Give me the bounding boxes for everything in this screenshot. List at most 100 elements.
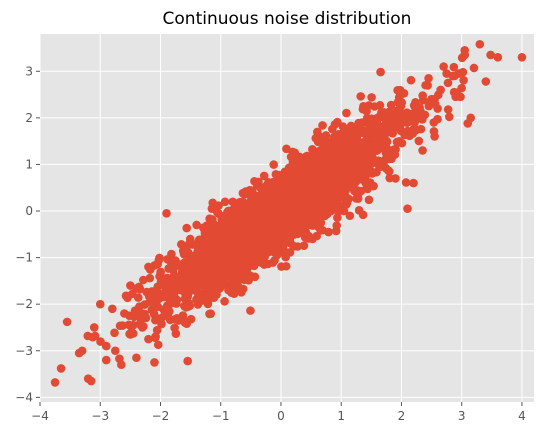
- scatter-point: [308, 162, 318, 172]
- scatter-point: [83, 331, 93, 341]
- scatter-point: [132, 353, 141, 363]
- y-tick-label: −4: [15, 390, 33, 404]
- scatter-point: [384, 115, 393, 125]
- y-tick-label: 2: [25, 111, 33, 125]
- scatter-point: [275, 237, 284, 247]
- scatter-point: [230, 215, 240, 225]
- scatter-point: [388, 125, 397, 134]
- scatter-point: [171, 278, 180, 288]
- x-tick-label: 2: [398, 409, 406, 423]
- scatter-point: [433, 104, 442, 113]
- scatter-point: [272, 245, 282, 255]
- scatter-point: [306, 176, 315, 186]
- scatter-point: [403, 204, 412, 213]
- scatter-point: [415, 113, 424, 123]
- scatter-point: [154, 255, 164, 265]
- y-tick-label: −2: [15, 297, 33, 311]
- scatter-point: [289, 179, 298, 188]
- scatter-point: [298, 212, 307, 222]
- scatter-point: [451, 92, 460, 102]
- scatter-point: [416, 124, 426, 134]
- scatter-point: [192, 220, 201, 230]
- scatter-point: [324, 171, 334, 181]
- scatter-point: [220, 197, 230, 207]
- scatter-point: [354, 160, 364, 170]
- scatter-point: [449, 62, 459, 72]
- scatter-point: [316, 149, 325, 159]
- scatter-point: [227, 277, 236, 286]
- scatter-point: [305, 212, 314, 222]
- scatter-point: [376, 67, 385, 77]
- scatter-point: [352, 194, 361, 203]
- scatter-point: [293, 242, 302, 251]
- scatter-point: [275, 186, 285, 195]
- scatter-point: [433, 114, 442, 124]
- scatter-point: [322, 143, 332, 153]
- scatter-point: [246, 306, 255, 315]
- scatter-point: [129, 320, 138, 330]
- scatter-point: [345, 127, 354, 136]
- scatter-point: [237, 211, 247, 220]
- scatter-point: [219, 224, 228, 233]
- scatter-point: [365, 155, 375, 164]
- scatter-point: [115, 321, 125, 331]
- scatter-point: [321, 131, 331, 140]
- scatter-point: [430, 94, 439, 104]
- x-tick-label: 0: [277, 409, 285, 423]
- scatter-point: [469, 63, 479, 73]
- scatter-point: [320, 185, 330, 194]
- scatter-point: [333, 207, 343, 217]
- scatter-point: [126, 281, 135, 290]
- scatter-point: [228, 197, 238, 207]
- scatter-point: [171, 256, 180, 265]
- scatter-point: [242, 204, 251, 214]
- scatter-point: [50, 378, 60, 387]
- scatter-point: [314, 213, 324, 223]
- scatter-point: [195, 247, 204, 256]
- x-tick-label: 1: [337, 409, 345, 423]
- scatter-point: [175, 272, 184, 282]
- scatter-point: [153, 340, 163, 350]
- scatter-point: [308, 144, 317, 154]
- scatter-point: [397, 138, 407, 148]
- scatter-point: [348, 153, 358, 162]
- scatter-point: [133, 293, 143, 302]
- scatter-point: [362, 113, 372, 123]
- scatter-point: [332, 221, 342, 230]
- scatter-point: [145, 273, 155, 283]
- y-tick-label: −1: [15, 251, 33, 265]
- scatter-point: [183, 292, 193, 301]
- scatter-point: [318, 121, 327, 130]
- scatter-point: [240, 264, 249, 274]
- scatter-point: [406, 115, 415, 125]
- scatter-point: [90, 331, 100, 341]
- scatter-point: [259, 171, 269, 181]
- scatter-point: [265, 246, 275, 255]
- y-tick-label: 1: [25, 157, 33, 171]
- scatter-point: [364, 195, 374, 205]
- scatter-point: [183, 356, 192, 366]
- scatter-point: [184, 239, 194, 249]
- scatter-point: [312, 169, 322, 179]
- scatter-point: [397, 98, 407, 107]
- scatter-point: [244, 215, 253, 225]
- scatter-point: [354, 206, 364, 215]
- scatter-point: [123, 293, 132, 303]
- scatter-point: [250, 176, 259, 186]
- y-tick-label: −3: [15, 344, 33, 358]
- scatter-point: [219, 246, 229, 255]
- scatter-point: [245, 187, 254, 197]
- scatter-point: [312, 181, 322, 190]
- scatter-point: [203, 226, 213, 235]
- x-tick-label: 3: [458, 409, 466, 423]
- scatter-point: [304, 206, 313, 216]
- scatter-point: [443, 105, 453, 114]
- scatter-point: [249, 227, 259, 237]
- scatter-point: [353, 172, 362, 182]
- scatter-point: [403, 126, 412, 136]
- scatter-point: [204, 271, 214, 281]
- scatter-point: [180, 248, 189, 258]
- scatter-point: [150, 333, 160, 343]
- scatter-point: [401, 178, 411, 187]
- scatter-point: [111, 346, 120, 356]
